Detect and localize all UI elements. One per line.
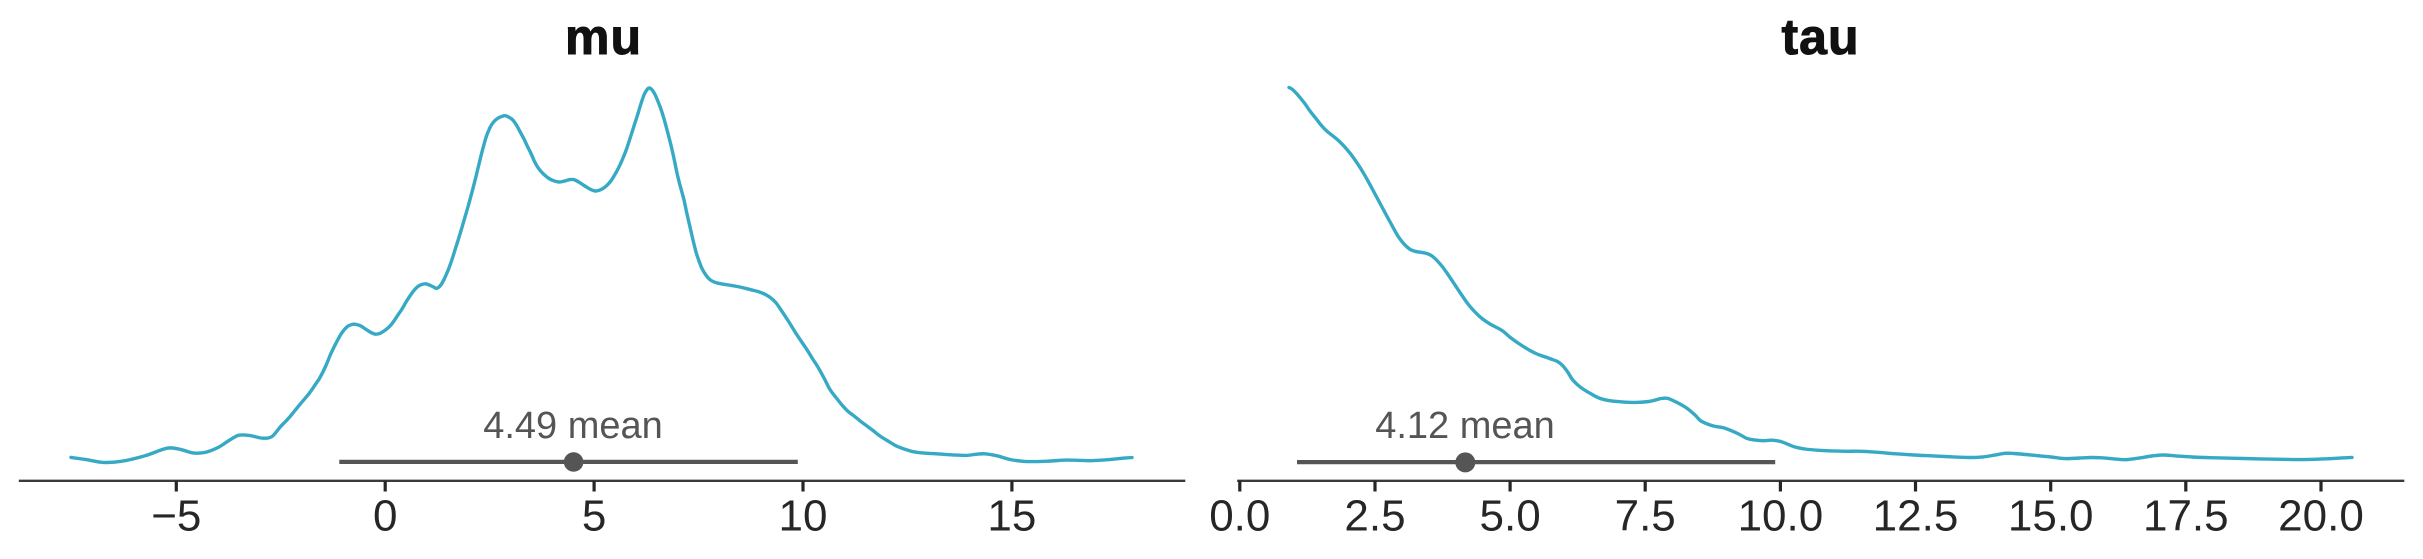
svg-text:7.5: 7.5 xyxy=(1615,492,1676,541)
svg-text:4.49 mean: 4.49 mean xyxy=(483,405,663,447)
svg-text:10: 10 xyxy=(779,492,828,541)
svg-text:4.12 mean: 4.12 mean xyxy=(1375,405,1555,447)
svg-text:tau: tau xyxy=(1782,9,1860,65)
svg-text:20.0: 20.0 xyxy=(2278,492,2364,541)
svg-text:10.0: 10.0 xyxy=(1738,492,1824,541)
svg-text:12.5: 12.5 xyxy=(1873,492,1959,541)
svg-text:0: 0 xyxy=(373,492,397,541)
svg-text:15.0: 15.0 xyxy=(2008,492,2094,541)
svg-text:17.5: 17.5 xyxy=(2143,492,2229,541)
svg-text:15: 15 xyxy=(987,492,1036,541)
svg-text:mu: mu xyxy=(565,9,642,65)
svg-text:0.0: 0.0 xyxy=(1209,492,1270,541)
svg-text:5.0: 5.0 xyxy=(1480,492,1541,541)
svg-text:5: 5 xyxy=(582,492,606,541)
svg-text:−5: −5 xyxy=(151,492,201,541)
svg-text:2.5: 2.5 xyxy=(1344,492,1405,541)
